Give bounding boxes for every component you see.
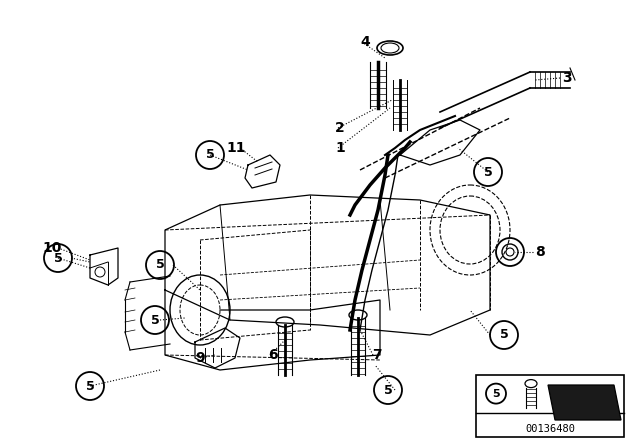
Text: 00136480: 00136480 <box>525 424 575 434</box>
Text: 4: 4 <box>360 35 370 49</box>
Text: 3: 3 <box>562 71 572 85</box>
Text: 5: 5 <box>150 314 159 327</box>
Text: 1: 1 <box>335 141 345 155</box>
Text: 5: 5 <box>205 148 214 161</box>
Text: 2: 2 <box>335 121 345 135</box>
Text: 5: 5 <box>484 165 492 178</box>
Text: 5: 5 <box>500 328 508 341</box>
Text: 5: 5 <box>54 251 62 264</box>
Text: 7: 7 <box>372 348 381 362</box>
Text: 5: 5 <box>156 258 164 271</box>
Text: 5: 5 <box>383 383 392 396</box>
Text: 11: 11 <box>226 141 246 155</box>
Text: 8: 8 <box>535 245 545 259</box>
Text: 5: 5 <box>86 379 94 392</box>
Text: 5: 5 <box>492 388 500 399</box>
Text: 10: 10 <box>42 241 61 255</box>
Text: 9: 9 <box>195 351 205 365</box>
Text: 6: 6 <box>268 348 278 362</box>
Polygon shape <box>548 385 621 420</box>
Bar <box>476 375 624 437</box>
